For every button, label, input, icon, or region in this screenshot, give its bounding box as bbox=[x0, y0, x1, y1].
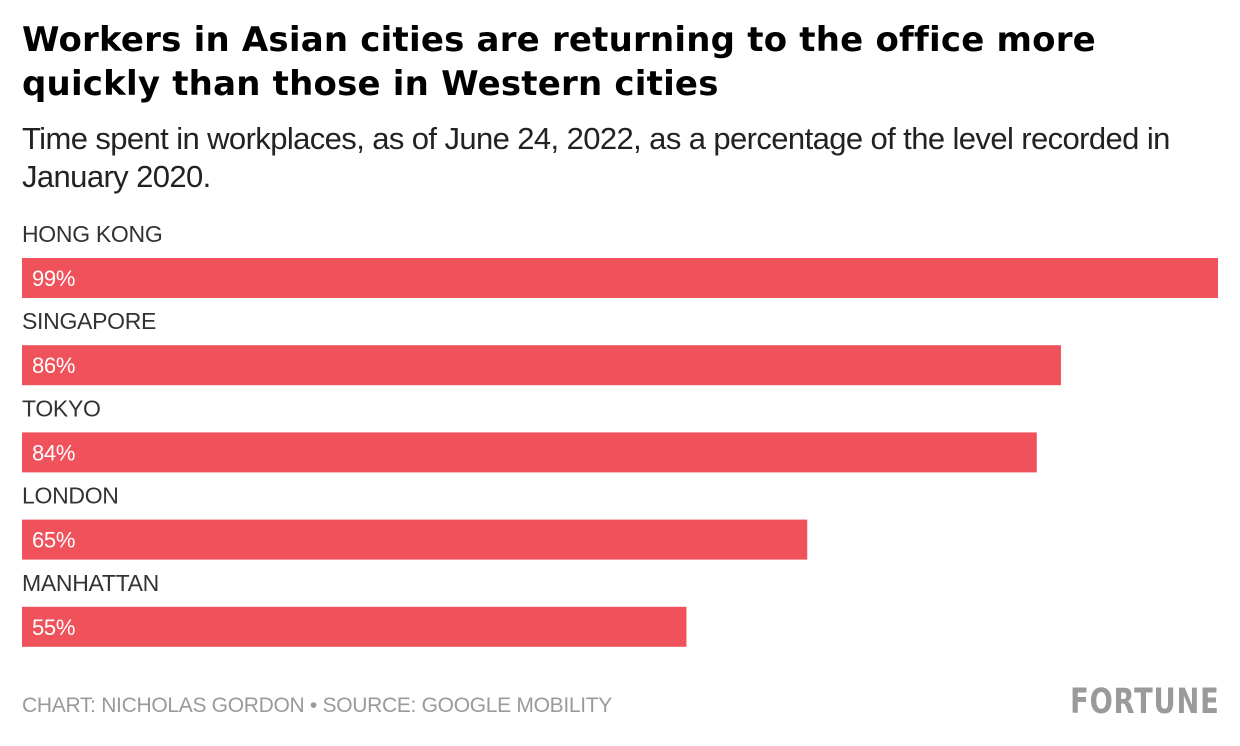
category-label: TOKYO bbox=[22, 395, 101, 421]
bar-value-label: 65% bbox=[32, 528, 75, 553]
chart-title: Workers in Asian cities are returning to… bbox=[22, 20, 1096, 104]
bar bbox=[22, 606, 687, 647]
bar-value-label: 86% bbox=[32, 353, 75, 378]
chart-credit: CHART: NICHOLAS GORDON • SOURCE: GOOGLE … bbox=[22, 694, 612, 717]
bar-value-label: 99% bbox=[32, 266, 75, 291]
bar bbox=[22, 258, 1218, 298]
bar bbox=[22, 345, 1061, 386]
category-label: MANHATTAN bbox=[22, 570, 159, 596]
chart-subtitle: Time spent in workplaces, as of June 24,… bbox=[22, 121, 1170, 194]
bar-value-label: 84% bbox=[32, 440, 75, 465]
bar-value-label: 55% bbox=[32, 615, 75, 640]
category-label: LONDON bbox=[22, 483, 119, 509]
fortune-logo: FORTUNE bbox=[1070, 682, 1220, 722]
bar bbox=[22, 432, 1037, 473]
bar bbox=[22, 519, 808, 560]
category-label: SINGAPORE bbox=[22, 308, 156, 334]
category-label: HONG KONG bbox=[22, 221, 162, 247]
